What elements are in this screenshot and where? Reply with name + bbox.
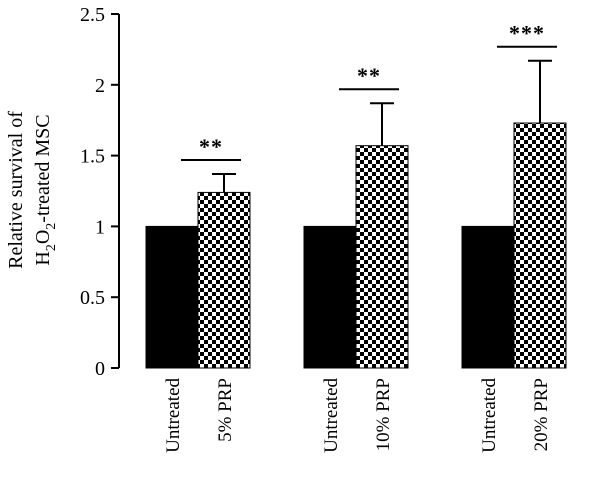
y-tick-label: 2 <box>95 75 105 97</box>
y-tick-label: 2.5 <box>80 4 105 26</box>
category-label: 20% PRP <box>531 378 552 451</box>
bar <box>145 225 199 369</box>
category-label: 5% PRP <box>215 378 236 442</box>
bar <box>355 145 409 369</box>
y-axis-label-line1: Relative survival of <box>5 111 27 269</box>
bar <box>303 225 357 369</box>
y-tick-label: 0 <box>95 358 105 380</box>
y-tick-label: 0.5 <box>80 287 105 309</box>
y-axis-label-line2: H2O2-treated MSC <box>32 114 59 265</box>
bar <box>461 225 515 369</box>
category-label: Untreated <box>479 378 500 453</box>
significance-label: ** <box>199 134 223 159</box>
bar <box>197 191 251 369</box>
significance-label: *** <box>509 21 545 46</box>
category-label: 10% PRP <box>373 378 394 451</box>
category-label: Untreated <box>163 378 184 453</box>
y-tick-label: 1 <box>95 216 105 238</box>
y-axis-label: Relative survival of H2O2-treated MSC <box>5 111 59 269</box>
plot-area: 0 0.5 1 1.5 2 2.5 Untreated 5% PRP ** Untreated 10… <box>80 4 567 453</box>
bar <box>513 122 567 369</box>
y-tick-label: 1.5 <box>80 146 105 168</box>
significance-label: ** <box>357 63 381 88</box>
category-label: Untreated <box>321 378 342 453</box>
